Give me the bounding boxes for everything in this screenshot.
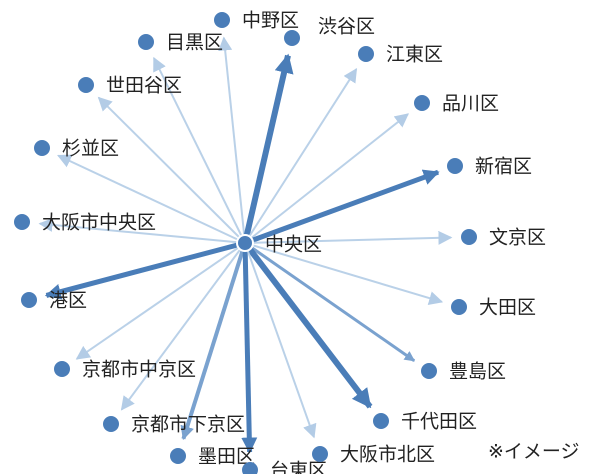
edges (38, 36, 453, 454)
node (421, 363, 437, 379)
edge (38, 217, 246, 244)
node-label: 京都市下京区 (131, 414, 245, 436)
node (34, 140, 50, 156)
edge (242, 53, 294, 244)
node (242, 462, 258, 474)
edge (242, 241, 373, 409)
node-label: 杉並区 (62, 138, 119, 160)
node-label: 千代田区 (401, 411, 477, 433)
node (54, 361, 70, 377)
node (78, 77, 94, 93)
node-label: 中野区 (242, 10, 299, 32)
node (284, 30, 300, 46)
node-label: 渋谷区 (318, 16, 375, 38)
node-label: 京都市中京区 (82, 359, 196, 381)
edge (241, 242, 258, 454)
node (14, 214, 30, 230)
node-label: 大阪市中央区 (42, 212, 156, 234)
node-label: 品川区 (442, 93, 499, 115)
node (451, 299, 467, 315)
node (21, 292, 37, 308)
edge (153, 56, 246, 244)
node-label: 大田区 (479, 297, 536, 319)
edge (244, 169, 440, 246)
edge (180, 242, 247, 441)
edge (218, 36, 246, 244)
node (447, 158, 463, 174)
edge (44, 240, 246, 300)
node-label: 墨田区 (198, 446, 255, 468)
center-node (236, 234, 254, 252)
edge (97, 96, 246, 244)
edge (244, 242, 317, 439)
edge (244, 113, 409, 244)
node (138, 34, 154, 50)
edge (120, 242, 246, 411)
node (414, 95, 430, 111)
node-label: 台東区 (270, 460, 327, 474)
edge (244, 241, 416, 362)
edge (244, 67, 358, 244)
node (358, 46, 374, 62)
node-label: 大阪市北区 (340, 444, 435, 466)
node (373, 413, 389, 429)
node-label: 文京区 (489, 227, 546, 249)
node (170, 448, 186, 464)
edge (244, 242, 444, 305)
node (461, 229, 477, 245)
node-label: 江東区 (386, 44, 443, 66)
center-label: 中央区 (265, 234, 322, 256)
node (103, 416, 119, 432)
node (312, 446, 328, 462)
node-label: 豊島区 (449, 361, 506, 383)
node (214, 12, 230, 28)
note: ※イメージ (488, 441, 580, 463)
node-label: 目黒区 (166, 32, 223, 54)
edge (244, 230, 453, 245)
node-label: 新宿区 (475, 156, 532, 178)
node-label: 港区 (49, 290, 87, 312)
edge (57, 154, 246, 244)
node-label: 世田谷区 (106, 75, 182, 97)
edge (75, 242, 246, 360)
